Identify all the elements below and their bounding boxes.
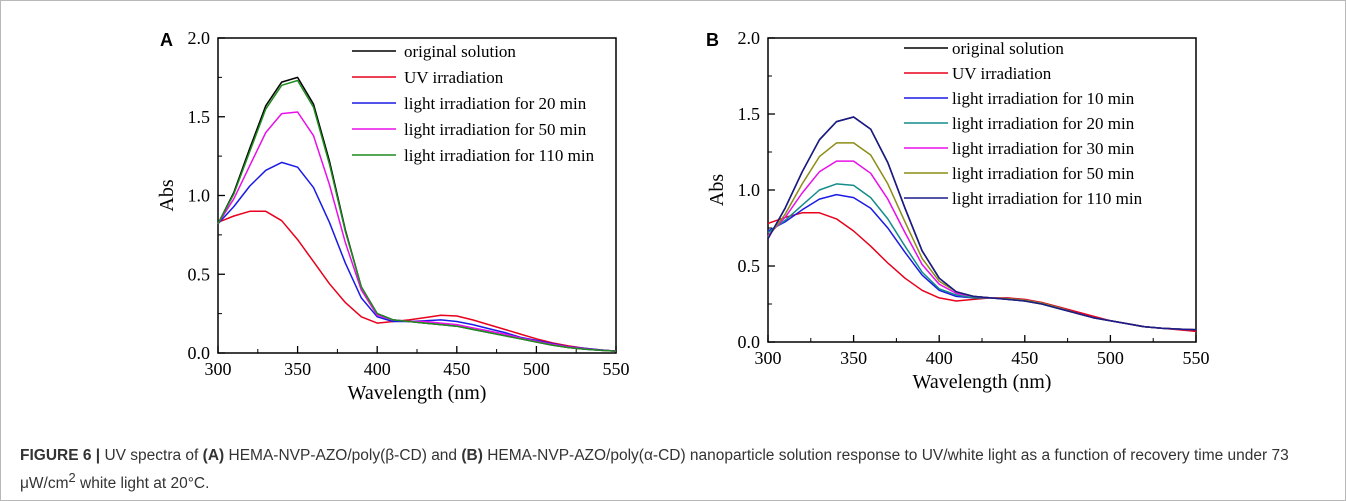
panel-b-y-tick-label: 1.5 — [738, 104, 761, 124]
panel-b-legend-label: UV irradiation — [952, 64, 1052, 83]
panel-a-legend-label: light irradiation for 20 min — [404, 94, 587, 113]
caption-panel-a-marker: (A) — [202, 447, 225, 464]
panel-b-series-line-5 — [767, 160, 1197, 331]
panel-a-y-tick-label: 0.5 — [188, 264, 211, 284]
figure-caption: FIGURE 6 | UV spectra of (A) HEMA-NVP-AZ… — [20, 445, 1320, 495]
panel-b-legend-label: light irradiation for 50 min — [952, 164, 1135, 183]
panel-b-y-tick-label: 0.0 — [738, 332, 761, 352]
caption-text-1: UV spectra of — [104, 447, 199, 464]
panel-a-legend-label: UV irradiation — [404, 68, 504, 87]
panel-b-legend-label: light irradiation for 30 min — [952, 139, 1135, 158]
panel-a-x-tick-label: 300 — [205, 359, 232, 379]
panel-b-y-tick-label: 1.0 — [738, 180, 761, 200]
panel-b-series-line-2 — [767, 212, 1197, 333]
caption-text-4: white light at 20°C. — [80, 475, 210, 493]
panel-b-y-tick-label: 0.5 — [738, 256, 761, 276]
caption-text-3: HEMA-NVP-AZO/poly(α-CD) nanoparticle sol… — [20, 447, 1289, 493]
panel-a-series-line-4 — [217, 111, 617, 352]
panel-b-y-tick-label: 2.0 — [738, 28, 761, 48]
panel-b-y-axis-label: Abs — [706, 174, 728, 206]
panel-a-x-tick-label: 500 — [523, 359, 550, 379]
panel-a-legend-label: light irradiation for 110 min — [404, 146, 595, 165]
panel-b-x-tick-label: 450 — [1011, 348, 1038, 368]
panel-b-x-tick-label: 300 — [755, 348, 782, 368]
panel-a-series-line-2 — [217, 210, 617, 352]
caption-superscript: 2 — [68, 470, 76, 485]
panel-a-y-axis-label: Abs — [156, 179, 178, 211]
panel-a-y-tick-label: 1.5 — [188, 107, 211, 127]
panel-a-x-tick-label: 450 — [443, 359, 470, 379]
panel-a-x-tick-label: 400 — [364, 359, 391, 379]
panel-b-series-line-3 — [767, 193, 1197, 331]
panel-a-x-tick-label: 550 — [603, 359, 630, 379]
panel-a-legend-label: light irradiation for 50 min — [404, 120, 587, 139]
panel-a: A 300 350 400 450 500 550 0.0 0.5 1.0 1.5 2.0 Wavele… — [156, 28, 630, 404]
panel-a-x-tick-label: 350 — [284, 359, 311, 379]
figure-plots: A 300 350 400 450 500 550 0.0 0.5 1.0 1.5 2.0 Wavele… — [156, 28, 1210, 404]
panel-a-y-tick-label: 1.0 — [188, 186, 211, 206]
panel-b-legend-label: original solution — [952, 39, 1064, 58]
panel-b-legend-label: light irradiation for 20 min — [952, 114, 1135, 133]
panel-a-letter: A — [160, 30, 173, 50]
panel-b-x-tick-label: 500 — [1097, 348, 1124, 368]
panel-a-x-axis-label: Wavelength (nm) — [348, 382, 487, 404]
caption-panel-b-marker: (B) — [461, 447, 483, 464]
panel-b-series-line-7 — [767, 116, 1197, 331]
panel-a-y-tick-label: 2.0 — [188, 28, 211, 48]
panel-a-y-tick-label: 0.0 — [188, 343, 211, 363]
panel-b-legend-label: light irradiation for 10 min — [952, 89, 1135, 108]
panel-b: B 300 350 400 450 500 550 0.0 0.5 1.0 1.5 2.0 Wavele… — [706, 28, 1210, 393]
panel-a-legend-label: original solution — [404, 42, 516, 61]
panel-b-x-tick-label: 400 — [926, 348, 953, 368]
panel-b-letter: B — [706, 30, 719, 50]
panel-b-x-axis-label: Wavelength (nm) — [913, 371, 1052, 393]
caption-text-2: HEMA-NVP-AZO/poly(β-CD) and — [228, 447, 458, 464]
panel-b-x-tick-label: 550 — [1183, 348, 1210, 368]
caption-label: FIGURE 6 | — [20, 447, 101, 464]
panel-b-x-tick-label: 350 — [840, 348, 867, 368]
panel-b-legend-label: light irradiation for 110 min — [952, 189, 1143, 208]
panel-a-series-line-5 — [217, 79, 617, 352]
